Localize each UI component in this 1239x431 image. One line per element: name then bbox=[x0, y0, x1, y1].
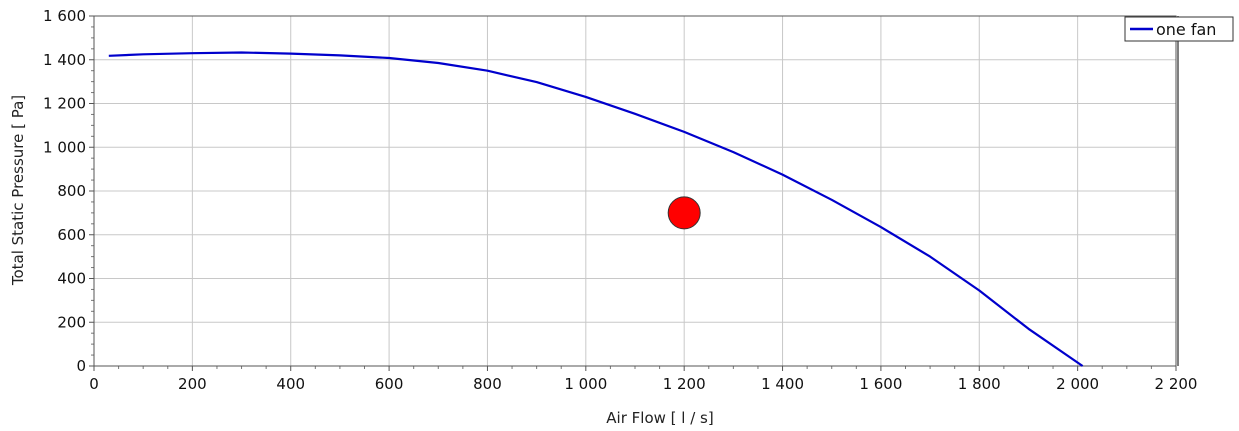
x-tick-label: 1 000 bbox=[564, 375, 607, 393]
y-tick-label: 1 200 bbox=[43, 95, 86, 113]
x-tick-label: 800 bbox=[473, 375, 502, 393]
y-tick-label: 1 600 bbox=[43, 7, 86, 25]
x-tick-label: 600 bbox=[375, 375, 404, 393]
y-tick-label: 400 bbox=[57, 270, 86, 288]
y-tick-label: 1 400 bbox=[43, 51, 86, 69]
y-tick-label: 800 bbox=[57, 182, 86, 200]
x-tick-label: 200 bbox=[178, 375, 207, 393]
x-tick-label: 0 bbox=[89, 375, 99, 393]
tick-labels: 0 200 400 600 800 1 000 1 200 1 400 1 600 1 800 2 … bbox=[43, 7, 1197, 393]
x-tick-label: 1 800 bbox=[958, 375, 1001, 393]
y-tick-label: 600 bbox=[57, 226, 86, 244]
x-tick-label: 2 000 bbox=[1056, 375, 1099, 393]
x-axis-title: Air Flow [ l / s] bbox=[606, 409, 713, 427]
operating-point-marker bbox=[667, 196, 701, 230]
y-tick-label: 1 000 bbox=[43, 138, 86, 156]
x-tick-label: 2 200 bbox=[1155, 375, 1198, 393]
x-tick-label: 1 400 bbox=[761, 375, 804, 393]
plot-frame bbox=[93, 15, 1177, 367]
legend-label: one fan bbox=[1156, 20, 1216, 39]
x-tick-label: 1 600 bbox=[859, 375, 902, 393]
grid bbox=[94, 16, 1176, 366]
series-line-one-fan bbox=[108, 51, 1084, 367]
legend: one fan bbox=[1124, 16, 1234, 42]
x-tick-label: 1 200 bbox=[663, 375, 706, 393]
axes bbox=[89, 15, 1179, 371]
x-tick-label: 400 bbox=[276, 375, 305, 393]
series-layer bbox=[108, 51, 1084, 367]
y-axis-title: Total Static Pressure [ Pa] bbox=[9, 95, 27, 286]
operating-point-layer bbox=[667, 196, 701, 230]
y-tick-label: 0 bbox=[76, 357, 86, 375]
y-tick-label: 200 bbox=[57, 313, 86, 331]
